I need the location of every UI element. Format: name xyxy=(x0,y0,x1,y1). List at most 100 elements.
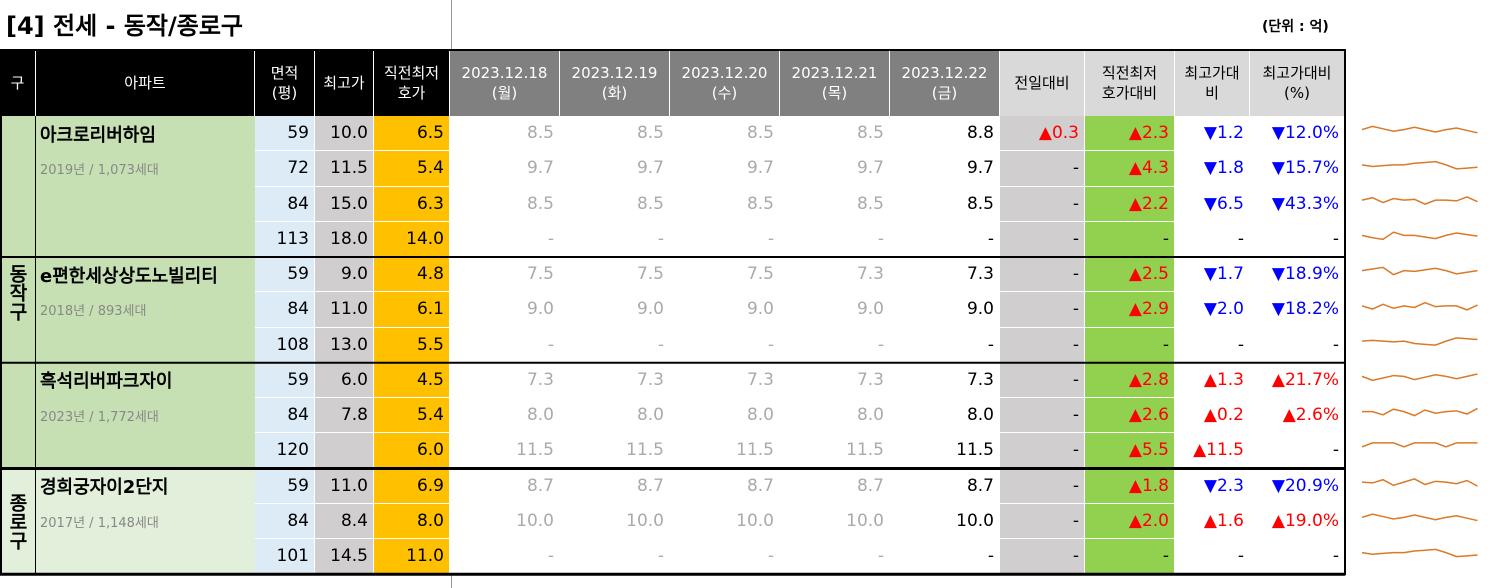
apartment-cell xyxy=(36,257,255,363)
cell: 7.3 xyxy=(450,362,560,398)
sparkline xyxy=(1362,407,1478,417)
cell: 8.4 xyxy=(315,503,374,539)
cell: ▲2.2 xyxy=(1085,186,1175,222)
cell: 13.0 xyxy=(315,327,374,363)
cell: 10.0 xyxy=(670,503,780,539)
column-header: 구 xyxy=(0,50,36,116)
column-header: 아파트 xyxy=(36,50,255,116)
cell: 5.4 xyxy=(374,398,450,434)
table-border xyxy=(0,49,1346,576)
sparkline xyxy=(1361,337,1478,346)
cell: ▼12.0% xyxy=(1250,116,1345,152)
cell: 11.0 xyxy=(315,468,374,504)
cell: 7.3 xyxy=(780,257,890,293)
column-header: 직전최저 호가 xyxy=(374,50,450,116)
cell: ▲19.0% xyxy=(1250,503,1345,539)
cell: 9.7 xyxy=(670,151,780,187)
sparkline xyxy=(1361,231,1478,241)
column-header: 면적 (평) xyxy=(255,50,315,116)
apartment-name: 경희궁자이2단지 xyxy=(40,477,169,499)
cell: 9.0 xyxy=(560,292,670,328)
cell: 9.0 xyxy=(890,292,1000,328)
cell: ▼6.5 xyxy=(1175,186,1250,222)
cell: 9.0 xyxy=(670,292,780,328)
cell: 11.5 xyxy=(890,433,1000,469)
cell: ▼18.2% xyxy=(1250,292,1345,328)
cell: 8.5 xyxy=(560,116,670,152)
cell: ▼43.3% xyxy=(1250,186,1345,222)
cell: - xyxy=(1000,503,1085,539)
cell: 9.0 xyxy=(315,257,374,293)
cell: - xyxy=(670,327,780,363)
cell: - xyxy=(1000,221,1085,257)
cell: 8.7 xyxy=(560,468,670,504)
cell: 59 xyxy=(255,362,315,398)
column-header: 전일대비 xyxy=(1000,50,1085,116)
cell: ▼20.9% xyxy=(1250,468,1345,504)
cell: ▼18.9% xyxy=(1250,257,1345,293)
cell: ▼2.0 xyxy=(1175,292,1250,328)
cell: 8.0 xyxy=(780,398,890,434)
cell: ▼2.3 xyxy=(1175,468,1250,504)
cell: ▲21.7% xyxy=(1250,362,1345,398)
cell: ▼1.8 xyxy=(1175,151,1250,187)
cell: - xyxy=(1000,398,1085,434)
cell: ▲0.3 xyxy=(1000,116,1085,152)
cell: 15.0 xyxy=(315,186,374,222)
title: [4] 전세 - 동작/종로구 xyxy=(6,12,243,40)
cell: 113 xyxy=(255,221,315,257)
cell: 8.0 xyxy=(670,398,780,434)
cell: 7.3 xyxy=(890,257,1000,293)
cell: 8.7 xyxy=(890,468,1000,504)
apartment-cell xyxy=(36,116,255,257)
cell: 8.5 xyxy=(560,186,670,222)
cell: 8.5 xyxy=(890,186,1000,222)
cell: - xyxy=(670,539,780,575)
sparkline xyxy=(1361,478,1478,487)
cell: - xyxy=(1000,433,1085,469)
cell: 8.5 xyxy=(780,116,890,152)
apartment-info: 2017년 / 1,148세대 xyxy=(40,515,159,531)
cell: 10.0 xyxy=(450,503,560,539)
cell: ▲1.6 xyxy=(1175,503,1250,539)
cell: 6.9 xyxy=(374,468,450,504)
cell: 8.0 xyxy=(374,503,450,539)
cell: - xyxy=(890,539,1000,575)
cell: 8.5 xyxy=(450,186,560,222)
cell: 6.5 xyxy=(374,116,450,152)
cell: 7.8 xyxy=(315,398,374,434)
cell: - xyxy=(1175,539,1250,575)
cell: - xyxy=(1000,362,1085,398)
cell: - xyxy=(780,221,890,257)
column-header: 최고가대 비 xyxy=(1175,50,1250,116)
district: 종로구 xyxy=(0,468,36,575)
cell: 9.0 xyxy=(780,292,890,328)
apartment-name: 흑석리버파크자이 xyxy=(40,371,173,393)
apartment-name: 아크로리버하임 xyxy=(40,124,156,146)
cell: 11.5 xyxy=(560,433,670,469)
sparkline xyxy=(1361,548,1478,558)
cell: 8.7 xyxy=(450,468,560,504)
cell: - xyxy=(1000,186,1085,222)
cell: 4.8 xyxy=(374,257,450,293)
cell: 8.7 xyxy=(670,468,780,504)
cell: 8.0 xyxy=(560,398,670,434)
cell: 59 xyxy=(255,116,315,152)
column-header: 2023.12.22 (금) xyxy=(890,50,1000,116)
cell: 101 xyxy=(255,539,315,575)
cell: - xyxy=(890,221,1000,257)
cell: ▲2.6% xyxy=(1250,398,1345,434)
sparkline xyxy=(1361,513,1478,522)
cell: 9.7 xyxy=(890,151,1000,187)
apartment-info: 2018년 / 893세대 xyxy=(40,304,147,320)
cell: - xyxy=(1085,327,1175,363)
cell: 8.5 xyxy=(670,186,780,222)
cell: 59 xyxy=(255,257,315,293)
cell: 5.4 xyxy=(374,151,450,187)
sparkline xyxy=(1361,160,1478,170)
cell: ▼1.7 xyxy=(1175,257,1250,293)
apartment-name: e편한세상상도노빌리티 xyxy=(40,265,218,287)
cell: 14.5 xyxy=(315,539,374,575)
cell: ▲5.5 xyxy=(1085,433,1175,469)
cell: ▲4.3 xyxy=(1085,151,1175,187)
